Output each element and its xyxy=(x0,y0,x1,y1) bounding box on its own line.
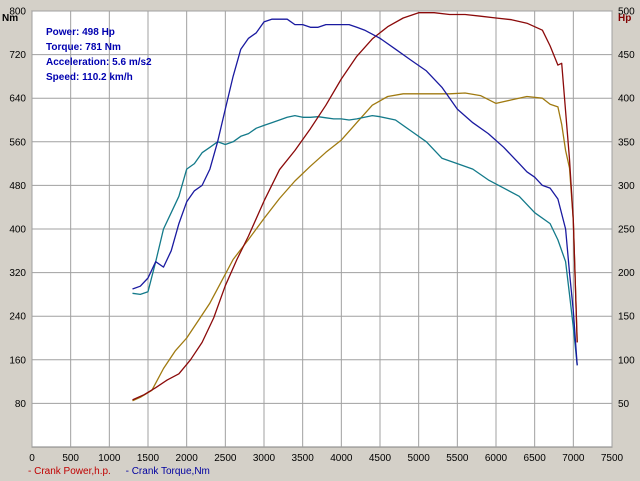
left-axis-ticks: 80 160 240 320 400 480 560 640 720 800 xyxy=(9,7,26,410)
x-tick-label: 6000 xyxy=(485,453,508,464)
left-tick-label: 800 xyxy=(9,7,26,18)
x-tick-label: 5500 xyxy=(446,453,469,464)
right-tick-label: 250 xyxy=(618,225,635,236)
left-tick-label: 720 xyxy=(9,50,26,61)
power-readout: Power: 498 Hp xyxy=(46,27,115,38)
x-tick-label: 5000 xyxy=(408,453,431,464)
right-tick-label: 200 xyxy=(618,268,635,279)
left-tick-label: 160 xyxy=(9,355,26,366)
left-tick-label: 320 xyxy=(9,268,26,279)
right-tick-label: 100 xyxy=(618,355,635,366)
acceleration-readout: Acceleration: 5.6 m/s2 xyxy=(46,57,152,68)
left-tick-label: 400 xyxy=(9,225,26,236)
x-tick-label: 2500 xyxy=(214,453,237,464)
x-tick-label: 2000 xyxy=(176,453,199,464)
left-tick-label: 480 xyxy=(9,181,26,192)
left-axis-unit: Nm xyxy=(2,13,18,24)
left-tick-label: 240 xyxy=(9,312,26,323)
legend-item-torque: - Crank Torque,Nm xyxy=(125,466,210,477)
torque-readout: Torque: 781 Nm xyxy=(46,42,121,53)
right-tick-label: 300 xyxy=(618,181,635,192)
series-line-torque xyxy=(132,18,578,366)
right-tick-label: 350 xyxy=(618,137,635,148)
right-tick-label: 150 xyxy=(618,312,635,323)
x-tick-label: 500 xyxy=(62,453,79,464)
x-tick-label: 4500 xyxy=(369,453,392,464)
series-lines xyxy=(132,12,578,402)
x-tick-label: 6500 xyxy=(524,453,547,464)
series-line-power xyxy=(132,12,578,401)
x-tick-label: 1000 xyxy=(98,453,121,464)
right-tick-label: 500 xyxy=(618,7,635,18)
right-tick-label: 50 xyxy=(618,399,630,410)
grid-lines xyxy=(31,10,613,447)
x-tick-label: 0 xyxy=(29,453,35,464)
left-tick-label: 640 xyxy=(9,94,26,105)
legend-item-power: - Crank Power,h.p. xyxy=(28,466,111,477)
x-tick-label: 7500 xyxy=(601,453,624,464)
speed-readout: Speed: 110.2 km/h xyxy=(46,72,133,83)
x-tick-label: 3000 xyxy=(253,453,276,464)
left-tick-label: 560 xyxy=(9,137,26,148)
right-axis-unit: Hp xyxy=(618,13,631,24)
x-axis-ticks: 0 500 1000 1500 2000 2500 3000 3500 4000 4500 5000… xyxy=(29,453,623,464)
left-tick-label: 80 xyxy=(15,399,27,410)
right-tick-label: 450 xyxy=(618,50,635,61)
series-line-power-ref xyxy=(132,92,578,402)
x-tick-label: 7000 xyxy=(562,453,585,464)
x-tick-label: 1500 xyxy=(137,453,160,464)
x-tick-label: 4000 xyxy=(330,453,353,464)
x-tick-label: 3500 xyxy=(292,453,315,464)
right-axis-ticks: 50 100 150 200 250 300 350 400 450 500 xyxy=(618,7,635,410)
right-tick-label: 400 xyxy=(618,94,635,105)
legend: - Crank Power,h.p. - Crank Torque,Nm xyxy=(28,466,222,477)
